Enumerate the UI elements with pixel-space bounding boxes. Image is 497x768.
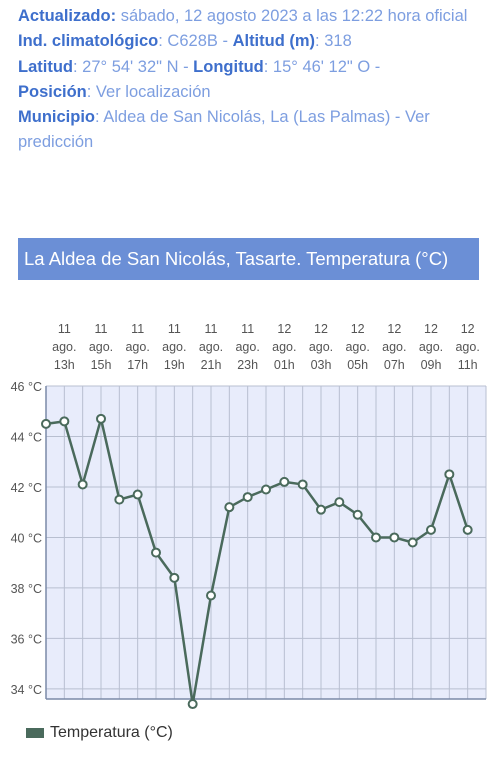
x-tick-label: ago. (419, 340, 443, 354)
longitude-label: Longitud (193, 57, 264, 76)
x-tick-label: 03h (311, 358, 332, 372)
x-tick-label: ago. (309, 340, 333, 354)
x-tick-label: ago. (52, 340, 76, 354)
y-tick-label: 46 °C (11, 380, 42, 394)
x-tick-label: ago. (125, 340, 149, 354)
latitude-label: Latitud (18, 57, 73, 76)
x-tick-label: 11 (58, 322, 71, 336)
data-point (462, 524, 473, 535)
data-point (316, 504, 326, 515)
altitude-label: Altitud (m) (232, 32, 316, 51)
data-point (169, 572, 180, 583)
data-point (426, 524, 436, 535)
x-tick-label: ago. (235, 340, 259, 354)
x-tick-label: 01h (274, 358, 295, 372)
x-tick-label: ago. (89, 340, 113, 354)
x-tick-label: 13h (54, 358, 75, 372)
chart-title: La Aldea de San Nicolás, Tasarte. Temper… (18, 238, 479, 280)
data-point (59, 416, 70, 427)
data-point (407, 537, 418, 548)
x-tick-label: 21h (201, 358, 222, 372)
longitude-value: : 15° 46' 12" O - (263, 57, 381, 76)
station-info: Actualizado: sábado, 12 agosto 2023 a la… (18, 4, 488, 156)
legend-label: Temperatura (°C) (50, 724, 173, 741)
data-point (187, 699, 198, 710)
updated-label: Actualizado: (18, 7, 117, 25)
latitude-value: : 27° 54' 32" N - (73, 57, 194, 76)
position-label: Posición (18, 82, 87, 101)
x-tick-label: 19h (164, 358, 185, 372)
altitude-value: : 318 (315, 32, 352, 51)
x-tick-label: 05h (347, 358, 368, 372)
x-tick-label: ago. (345, 340, 369, 354)
y-tick-label: 40 °C (11, 531, 42, 545)
y-tick-label: 38 °C (11, 582, 42, 596)
x-tick-label: 11h (458, 358, 478, 372)
station-row: Ind. climatológico: C628B - Altitud (m):… (18, 29, 488, 54)
municipality-row[interactable]: Municipio: Aldea de San Nicolás, La (Las… (18, 105, 488, 156)
x-tick-label: ago. (455, 340, 479, 354)
data-point (279, 476, 290, 487)
data-point (334, 497, 345, 508)
x-tick-label: 23h (237, 358, 258, 372)
x-tick-label: ago. (272, 340, 296, 354)
data-point (371, 532, 381, 543)
x-tick-label: 07h (384, 358, 405, 372)
x-tick-label: 12 (461, 322, 475, 336)
data-point (41, 418, 51, 429)
position-link[interactable]: : Ver localización (86, 82, 211, 101)
x-tick-label: 17h (127, 358, 148, 372)
x-tick-label: 11 (168, 322, 181, 336)
data-point (206, 590, 216, 601)
x-tick-label: ago. (382, 340, 406, 354)
x-tick-label: 11 (95, 322, 108, 336)
data-point (444, 469, 455, 480)
x-tick-label: 11 (131, 322, 144, 336)
y-tick-label: 34 °C (11, 683, 42, 697)
data-point (77, 479, 88, 490)
coords-row: Latitud: 27° 54' 32" N - Longitud: 15° 4… (18, 55, 488, 80)
x-tick-label: 15h (91, 358, 112, 372)
data-point (242, 492, 253, 503)
temperature-chart: 34 °C 36 °C 38 °C 40 °C 42 °C 44 °C 46 °C 11 ago… (11, 322, 487, 710)
x-tick-label: 12 (424, 322, 438, 336)
data-point (96, 413, 106, 424)
updated-row: Actualizado: sábado, 12 agosto 2023 a la… (18, 4, 488, 29)
x-tick-label: 12 (314, 322, 328, 336)
x-tick-label: 11 (205, 322, 218, 336)
x-tick-label: ago. (162, 340, 186, 354)
data-point (224, 502, 235, 513)
station-label: Ind. climatológico (18, 32, 159, 51)
updated-value: sábado, 12 agosto 2023 a las 12:22 hora … (120, 7, 468, 25)
station-value: : C628B - (158, 32, 233, 51)
y-tick-label: 44 °C (11, 430, 42, 444)
chart-legend[interactable]: Temperatura (°C) (26, 724, 173, 742)
municipality-label: Municipio (18, 108, 95, 127)
x-tick-label: 09h (421, 358, 442, 372)
x-tick-label: ago. (199, 340, 223, 354)
x-tick-label: 11 (241, 322, 254, 336)
data-point (297, 479, 308, 490)
data-point (389, 532, 400, 543)
y-tick-label: 36 °C (11, 632, 42, 646)
data-point (132, 489, 143, 500)
x-tick-label: 12 (387, 322, 401, 336)
data-point (352, 509, 363, 520)
data-point (151, 547, 161, 558)
x-tick-label: 12 (351, 322, 365, 336)
data-point (261, 484, 271, 495)
data-point (114, 494, 125, 505)
legend-swatch (26, 728, 44, 738)
y-tick-label: 42 °C (11, 481, 42, 495)
x-tick-label: 12 (277, 322, 291, 336)
municipality-link[interactable]: : Aldea de San Nicolás, La (Las Palmas) … (18, 108, 430, 152)
position-row[interactable]: Posición: Ver localización (18, 80, 488, 105)
